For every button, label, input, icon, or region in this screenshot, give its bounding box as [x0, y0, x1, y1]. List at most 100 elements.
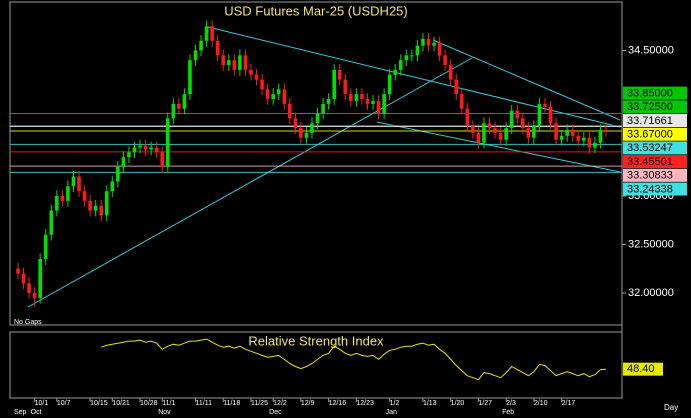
- x-tick-label: 10/7: [57, 400, 71, 407]
- candle-body: [465, 108, 470, 127]
- candle-body: [265, 89, 270, 99]
- candle-body: [121, 157, 126, 167]
- candle-body: [415, 45, 420, 56]
- candle-body: [226, 60, 231, 66]
- month-label: Oct: [31, 409, 42, 416]
- candle-body: [27, 283, 31, 293]
- candle-body: [471, 126, 475, 133]
- candle-body: [598, 130, 603, 143]
- candle-body: [482, 123, 486, 143]
- candle-body: [171, 103, 176, 119]
- level-label-box: [623, 114, 687, 128]
- x-tick-label: 2/17: [562, 400, 576, 407]
- candle-body: [282, 89, 287, 104]
- candle-body: [448, 65, 453, 80]
- candle-body: [210, 26, 214, 41]
- x-tick-label: 10/28: [140, 400, 158, 407]
- level-label-box: [623, 168, 687, 182]
- level-label-box: [623, 141, 687, 155]
- x-tick-label: 12/2: [273, 400, 287, 407]
- candle-body: [504, 128, 508, 140]
- candle-body: [49, 210, 54, 235]
- candle-body: [548, 106, 553, 124]
- level-label-box: [623, 182, 687, 196]
- candle-body: [310, 123, 314, 133]
- level-label-box: [623, 100, 687, 114]
- candle-body: [238, 55, 242, 70]
- candle-body: [387, 74, 392, 95]
- candle-body: [360, 94, 364, 99]
- candle-body: [570, 130, 575, 136]
- candle-body: [293, 118, 298, 129]
- candle-body: [520, 118, 525, 129]
- candle-body: [243, 55, 248, 70]
- month-label: Dec: [269, 409, 282, 416]
- candle-body: [559, 135, 564, 140]
- month-label: Jan: [386, 409, 397, 416]
- candle-body: [371, 100, 375, 104]
- candle-body: [177, 103, 181, 109]
- candle-body: [582, 137, 586, 141]
- candle-body: [343, 79, 348, 95]
- month-label: Feb: [502, 409, 514, 416]
- level-label: 33.85000: [627, 87, 673, 99]
- month-label: Nov: [158, 409, 171, 416]
- candle-body: [554, 123, 558, 140]
- candle-body: [38, 259, 42, 298]
- trend-line: [376, 121, 621, 173]
- candle-body: [604, 130, 608, 132]
- candle-body: [437, 42, 442, 56]
- candle-body: [55, 195, 59, 211]
- candle-body: [398, 60, 403, 70]
- candle-body: [349, 94, 353, 101]
- x-tick-label: 10/21: [112, 400, 130, 407]
- y-tick-label: 32.00000: [628, 287, 674, 299]
- candle-body: [593, 142, 597, 148]
- candle-body: [354, 94, 359, 101]
- chart-title: USD Futures Mar-25 (USDH25): [224, 3, 408, 18]
- x-tick-label: 2/3: [506, 400, 516, 407]
- candle-body: [459, 94, 464, 109]
- candle-body: [271, 94, 275, 99]
- candle-body: [532, 126, 536, 138]
- candle-body: [515, 110, 520, 119]
- candles: [16, 20, 608, 307]
- x-tick-label: 11/25: [251, 400, 268, 407]
- candle-body: [365, 98, 370, 104]
- candle-body: [543, 103, 547, 107]
- level-label: 33.24338: [627, 183, 673, 195]
- level-label-box: [623, 86, 687, 100]
- candle-body: [276, 89, 281, 95]
- candle-body: [432, 42, 436, 46]
- candle-body: [249, 69, 253, 75]
- rsi-value-label: 48.40: [627, 363, 655, 375]
- x-tick-label: 2/10: [534, 400, 548, 407]
- mode-label: No Gaps: [14, 319, 42, 326]
- candle-body: [498, 132, 503, 140]
- candle-body: [149, 147, 153, 150]
- candle-body: [454, 79, 459, 95]
- level-label: 33.53247: [627, 142, 673, 154]
- rsi-title: Relative Strength Index: [248, 333, 384, 348]
- candle-body: [410, 55, 414, 57]
- candle-body: [104, 191, 109, 216]
- level-label: 33.67000: [627, 128, 673, 140]
- x-tick-label: 11/18: [223, 400, 240, 407]
- candle-body: [260, 79, 264, 90]
- month-label: Sep: [14, 409, 27, 416]
- candle-body: [576, 135, 581, 141]
- candle-body: [199, 40, 203, 51]
- candle-body: [16, 268, 20, 274]
- candle-body: [509, 110, 514, 129]
- candle-body: [476, 132, 481, 143]
- candle-body: [393, 69, 398, 75]
- level-label-box: [623, 127, 687, 141]
- candle-body: [221, 55, 226, 66]
- candle-body: [99, 205, 104, 216]
- candle-body: [188, 60, 192, 95]
- y-tick-label: 32.50000: [628, 238, 674, 250]
- candle-body: [299, 128, 303, 138]
- x-tick-label: 11/1: [162, 400, 175, 407]
- candle-body: [60, 195, 65, 201]
